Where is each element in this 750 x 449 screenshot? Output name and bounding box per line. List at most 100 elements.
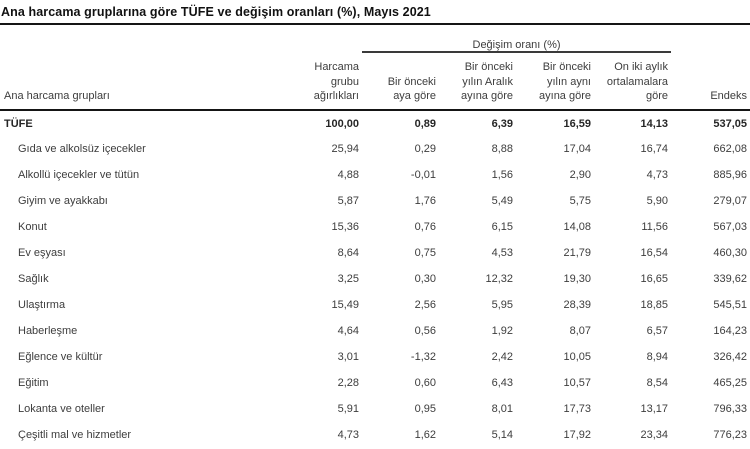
- table-row: TÜFE 100,00 0,89 6,39 16,59 14,13 537,05: [0, 110, 750, 136]
- cell-value: 15,49: [331, 299, 359, 311]
- table-row: Ev eşyası 8,64 0,75 4,53 21,79 16,54 460,30: [0, 240, 750, 266]
- table-row: Konut 15,36 0,76 6,15 14,08 11,56 567,03: [0, 214, 750, 240]
- row-label: TÜFE: [4, 117, 33, 130]
- row-label: Alkollü içecekler ve tütün: [18, 169, 140, 181]
- group-header-row: Değişim oranı (%): [0, 25, 750, 53]
- cell-value: 12,32: [485, 273, 513, 285]
- row-label: Sağlık: [18, 273, 49, 285]
- cell-value: 16,59: [563, 117, 591, 130]
- cell-value: 6,39: [491, 117, 513, 130]
- cell-value: 0,89: [414, 117, 436, 130]
- table-row: Alkollü içecekler ve tütün 4,88 -0,01 1,56 2…: [0, 162, 750, 188]
- cell-value: 1,62: [414, 429, 436, 441]
- cell-value: 17,04: [563, 143, 591, 155]
- cell-value: 8,01: [491, 403, 513, 415]
- cell-value: 8,64: [337, 247, 359, 259]
- cell-value: 1,92: [491, 325, 513, 337]
- cell-value: 8,88: [491, 143, 513, 155]
- cell-value: 4,53: [491, 247, 513, 259]
- table-row: Ulaştırma 15,49 2,56 5,95 28,39 18,85 545,51: [0, 292, 750, 318]
- cell-value: 16,74: [640, 143, 669, 155]
- cell-value: 100,00: [325, 117, 359, 130]
- column-header-4: Bir önceki yılın Aralık ayına göre: [439, 52, 516, 111]
- row-label: Eğitim: [18, 377, 49, 389]
- cell-value: 339,62: [713, 273, 748, 285]
- page-title: Ana harcama gruplarına göre TÜFE ve deği…: [0, 0, 750, 25]
- cell-value: 18,85: [640, 299, 669, 311]
- cell-value: 6,15: [491, 221, 513, 233]
- cell-value: 13,17: [640, 403, 669, 415]
- cell-value: -1,32: [410, 351, 436, 363]
- cell-value: 4,64: [337, 325, 359, 337]
- cell-value: 567,03: [713, 221, 748, 233]
- cell-value: 545,51: [713, 299, 748, 311]
- change-rate-group-cell: Değişim oranı (%): [362, 25, 672, 53]
- column-header-3: Bir önceki aya göre: [362, 52, 439, 111]
- cell-value: 537,05: [713, 117, 748, 130]
- cell-value: 662,08: [713, 143, 748, 155]
- column-header-2: Harcama grubu ağırlıkları: [288, 52, 362, 111]
- table-row: Eğitim 2,28 0,60 6,43 10,57 8,54 465,25: [0, 370, 750, 396]
- cell-value: 0,56: [414, 325, 436, 337]
- cell-value: 14,08: [563, 221, 591, 233]
- cell-value: 796,33: [713, 403, 748, 415]
- cell-value: 2,90: [569, 169, 591, 181]
- row-label: Giyim ve ayakkabı: [18, 195, 108, 207]
- cell-value: 460,30: [713, 247, 748, 259]
- column-header-1: Ana harcama grupları: [0, 52, 288, 111]
- cell-value: 23,34: [640, 429, 669, 441]
- cell-value: 4,73: [337, 429, 359, 441]
- group-header-spacer-left: [0, 25, 362, 52]
- cell-value: 2,28: [337, 377, 359, 389]
- cell-value: 465,25: [713, 377, 748, 389]
- cell-value: 0,76: [414, 221, 436, 233]
- cell-value: 164,23: [713, 325, 748, 337]
- cell-value: 21,79: [563, 247, 591, 259]
- cell-value: 4,88: [337, 169, 359, 181]
- cell-value: 3,01: [337, 351, 359, 363]
- cell-value: 25,94: [331, 143, 359, 155]
- cell-value: 15,36: [331, 221, 359, 233]
- cell-value: 14,13: [640, 117, 669, 130]
- table-row: Haberleşme 4,64 0,56 1,92 8,07 6,57 164,23: [0, 318, 750, 344]
- column-header-7: Endeks: [671, 52, 750, 111]
- row-label: Ev eşyası: [18, 247, 66, 259]
- row-label: Gıda ve alkolsüz içecekler: [18, 143, 146, 155]
- table-row: Gıda ve alkolsüz içecekler 25,94 0,29 8,88 1…: [0, 136, 750, 162]
- row-label: Haberleşme: [18, 325, 78, 337]
- cell-value: 5,75: [569, 195, 591, 207]
- cell-value: 0,75: [414, 247, 436, 259]
- row-label: Ulaştırma: [18, 299, 66, 311]
- cell-value: 2,56: [414, 299, 436, 311]
- row-label: Konut: [18, 221, 47, 233]
- cell-value: 16,65: [640, 273, 669, 285]
- table-header: Değişim oranı (%) Ana harcama grupları Ha…: [0, 25, 750, 111]
- cpi-data-table: Değişim oranı (%) Ana harcama grupları Ha…: [0, 25, 750, 448]
- cell-value: 10,57: [563, 377, 591, 389]
- cell-value: 776,23: [713, 429, 748, 441]
- column-header-6: On iki aylık ortalamalara göre: [594, 52, 672, 111]
- cell-value: 885,96: [713, 169, 748, 181]
- cell-value: 4,73: [646, 169, 669, 181]
- cell-value: 0,60: [414, 377, 436, 389]
- cell-value: 19,30: [563, 273, 591, 285]
- cell-value: 2,42: [491, 351, 513, 363]
- cell-value: 279,07: [713, 195, 748, 207]
- table-row: Lokanta ve oteller 5,91 0,95 8,01 17,73 13,17…: [0, 396, 750, 422]
- cell-value: 0,95: [414, 403, 436, 415]
- cell-value: 28,39: [563, 299, 591, 311]
- cell-value: 5,91: [337, 403, 359, 415]
- cell-value: 6,43: [491, 377, 513, 389]
- row-label: Lokanta ve oteller: [18, 403, 105, 415]
- cell-value: 10,05: [563, 351, 591, 363]
- cell-value: 17,73: [563, 403, 591, 415]
- cell-value: 5,95: [491, 299, 513, 311]
- table-row: Sağlık 3,25 0,30 12,32 19,30 16,65 339,62: [0, 266, 750, 292]
- row-label: Eğlence ve kültür: [18, 351, 103, 363]
- cell-value: 8,07: [569, 325, 591, 337]
- change-rate-group-label: Değişim oranı (%): [472, 39, 561, 51]
- cell-value: 5,49: [491, 195, 513, 207]
- column-header-5: Bir önceki yılın aynı ayına göre: [516, 52, 594, 111]
- column-header-row: Ana harcama grupları Harcama grubu ağırlıkl…: [0, 52, 750, 111]
